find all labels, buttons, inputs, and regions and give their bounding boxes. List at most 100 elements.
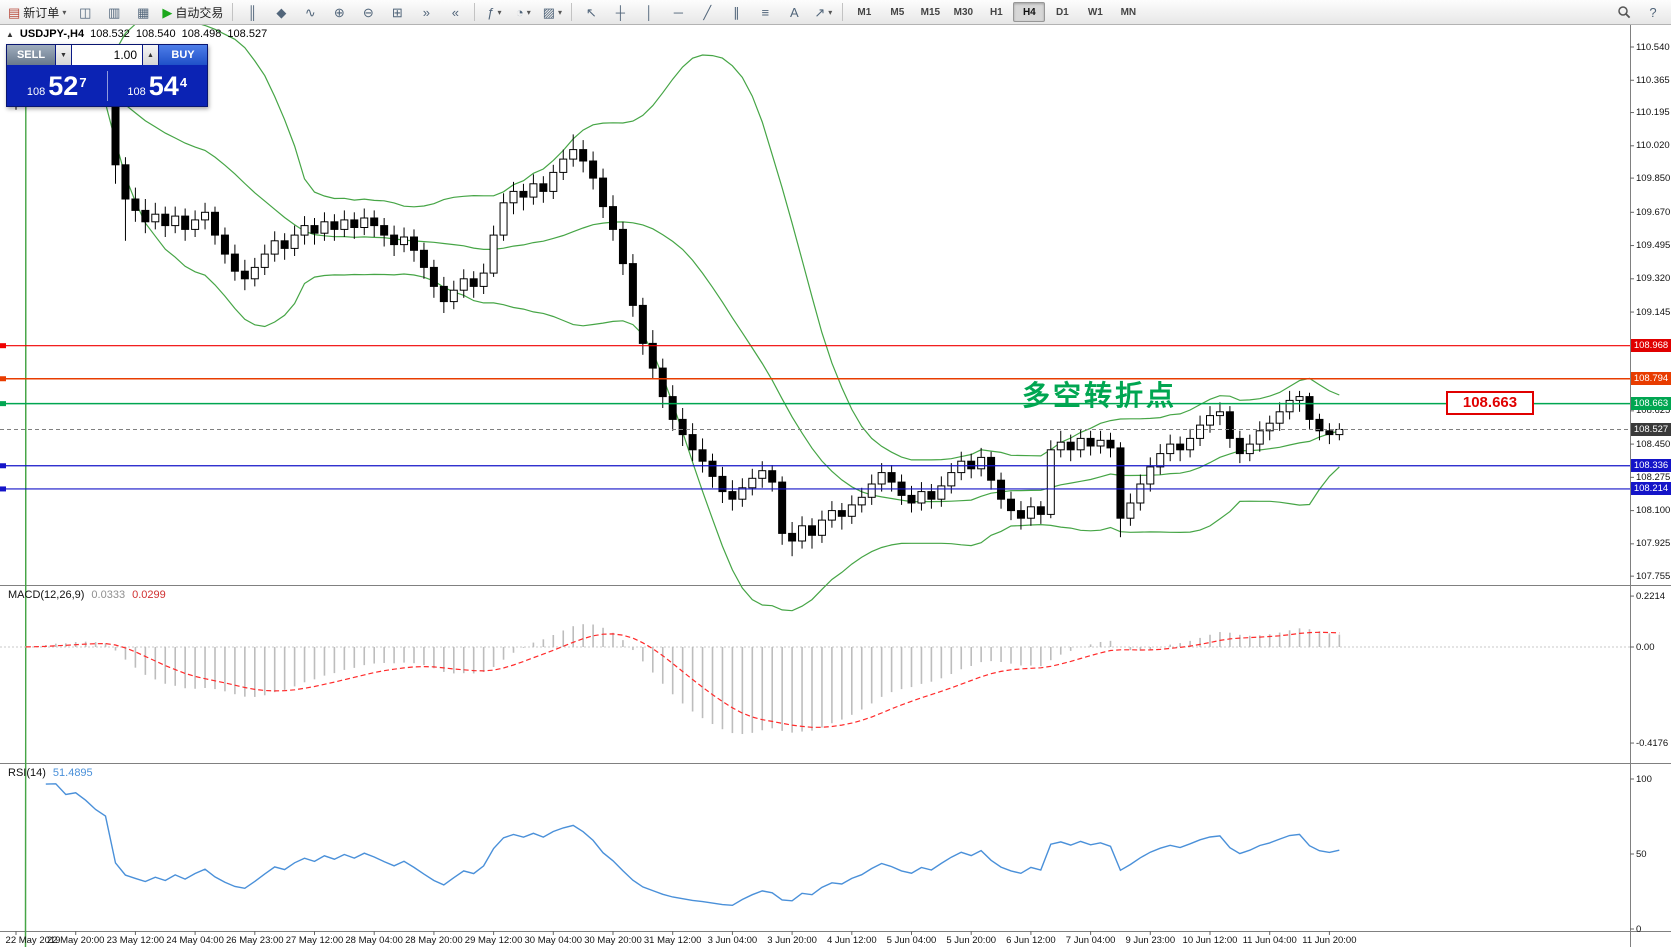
toolbar-separator [474,3,476,21]
macd-indicator-label: MACD(12,26,9) 0.0333 0.0299 [8,589,166,601]
dropdown-arrow-icon: ▾ [62,7,67,17]
dropdown-arrow-icon: ▾ [526,7,531,17]
buy-price-prefix: 108 [127,85,146,98]
bar-chart-icon: ║ [247,4,257,20]
indicators-icon: ƒ [487,4,495,20]
new-order-button[interactable]: ▤ 新订单 ▾ [4,1,70,23]
rsi-indicator-label: RSI(14) 51.4895 [8,767,93,779]
arrows-button[interactable]: ↗ ▾ [809,1,837,23]
chart-shift-button[interactable]: « [441,1,469,23]
autotrading-button[interactable]: ▶ 自动交易 [158,1,227,23]
candlesticks [12,60,1344,557]
buy-price-display: 108 54 4 [108,68,208,104]
market-watch-button[interactable]: ▥ [100,1,128,23]
price-callout-box[interactable]: 108.663 [1446,391,1534,415]
macd-histogram [25,624,1341,735]
ohlc-high: 108.540 [135,28,176,40]
timeframe-m1[interactable]: M1 [857,6,872,18]
buy-price-point: 4 [179,74,188,90]
crosshair-button[interactable]: ┼ [606,1,634,23]
trendline-button[interactable]: ╱ [693,1,721,23]
ohlc-close: 108.527 [227,28,268,40]
candlestick-chart-button[interactable]: ◆ [267,1,295,23]
timeframe-h4[interactable]: H4 [1013,2,1046,22]
text-icon: A [790,4,799,20]
sell-button[interactable]: SELL [7,45,55,65]
data-window-icon: ▦ [137,4,150,20]
arrows-icon: ↗ [814,4,826,20]
cursor-icon: ↖ [585,4,597,20]
search-icon [1618,6,1631,19]
macd-signal-value: 0.0299 [132,589,166,601]
sell-price-point: 7 [79,74,87,90]
cursor-button[interactable]: ↖ [577,1,605,23]
vertical-line-button[interactable]: │ [635,1,663,23]
timeframe-mn[interactable]: MN [1120,6,1137,18]
dropdown-arrow-icon: ▾ [828,7,833,17]
chart-annotation-text[interactable]: 多空转折点 [1022,380,1178,411]
line-chart-button[interactable]: ∿ [296,1,324,23]
auto-scroll-icon: » [422,4,430,20]
horizontal-line-button[interactable]: ─ [664,1,692,23]
templates-icon: ▨ [542,4,555,20]
collapse-quick-trade-icon[interactable]: ▲ [6,29,14,39]
macd-signal-line [25,631,1340,728]
market-watch-icon: ▥ [108,4,121,20]
rsi-name: RSI(14) [8,767,46,779]
horizontal-line-icon: ─ [673,4,683,20]
zoom-in-button[interactable]: ⊕ [325,1,353,23]
chart-title: ▲ USDJPY-,H4 108.532 108.540 108.498 108… [6,28,267,40]
periods-button[interactable]: ◔ ▾ [509,1,537,23]
data-window-button[interactable]: ▦ [129,1,157,23]
ohlc-low: 108.498 [181,28,222,40]
timeframe-w1[interactable]: W1 [1087,6,1103,18]
tile-windows-button[interactable]: ⊞ [383,1,411,23]
autotrading-icon: ▶ [162,4,173,20]
timeframe-d1[interactable]: D1 [1055,6,1069,18]
quick-trade-controls: SELL ▼ ▲ BUY [7,45,207,65]
volume-input[interactable] [72,45,142,65]
auto-scroll-button[interactable]: » [412,1,440,23]
equidistant-channel-button[interactable]: ∥ [722,1,750,23]
new-order-button-label: 新订单 [23,5,60,20]
timeframe-h1[interactable]: H1 [989,6,1003,18]
ohlc-open: 108.532 [90,28,130,40]
help-button[interactable]: ? [1639,1,1667,23]
timeframe-m5[interactable]: M5 [890,6,905,18]
quote-panel: 108 52 7 108 54 4 [7,65,207,106]
zoom-in-icon: ⊕ [333,4,345,20]
toolbar-separator [232,3,234,21]
zoom-out-button[interactable]: ⊖ [354,1,382,23]
buy-button[interactable]: BUY [159,45,207,65]
text-button[interactable]: A [780,1,808,23]
trendline-icon: ╱ [703,4,712,20]
volume-increase-button[interactable]: ▲ [143,45,158,65]
timeframe-m30[interactable]: M30 [953,6,974,18]
rsi-value: 51.4895 [52,767,93,779]
sell-price-pips: 52 [48,70,79,101]
periods-icon: ◔ [515,4,524,20]
bar-chart-button[interactable]: ║ [238,1,266,23]
candlestick-chart-icon: ◆ [276,4,287,20]
fibonacci-icon: ≡ [761,4,770,20]
macd-name: MACD(12,26,9) [8,589,85,601]
toolbar-separator [842,3,844,21]
chart-windows-button[interactable]: ◫ [71,1,99,23]
zoom-out-icon: ⊖ [362,4,374,20]
rsi-line [45,783,1340,907]
fibonacci-button[interactable]: ≡ [751,1,779,23]
timeframe-m15[interactable]: M15 [920,6,941,18]
indicators-button[interactable]: ƒ ▾ [480,1,508,23]
sell-price-display: 108 52 7 [7,68,107,104]
dropdown-arrow-icon: ▾ [557,7,562,17]
templates-button[interactable]: ▨ ▾ [538,1,566,23]
equidistant-channel-icon: ∥ [733,4,740,20]
help-icon: ? [1649,4,1657,20]
volume-decrease-button[interactable]: ▼ [56,45,71,65]
toolbar-separator [571,3,573,21]
tile-windows-icon: ⊞ [391,4,403,20]
search-button[interactable] [1610,1,1638,23]
